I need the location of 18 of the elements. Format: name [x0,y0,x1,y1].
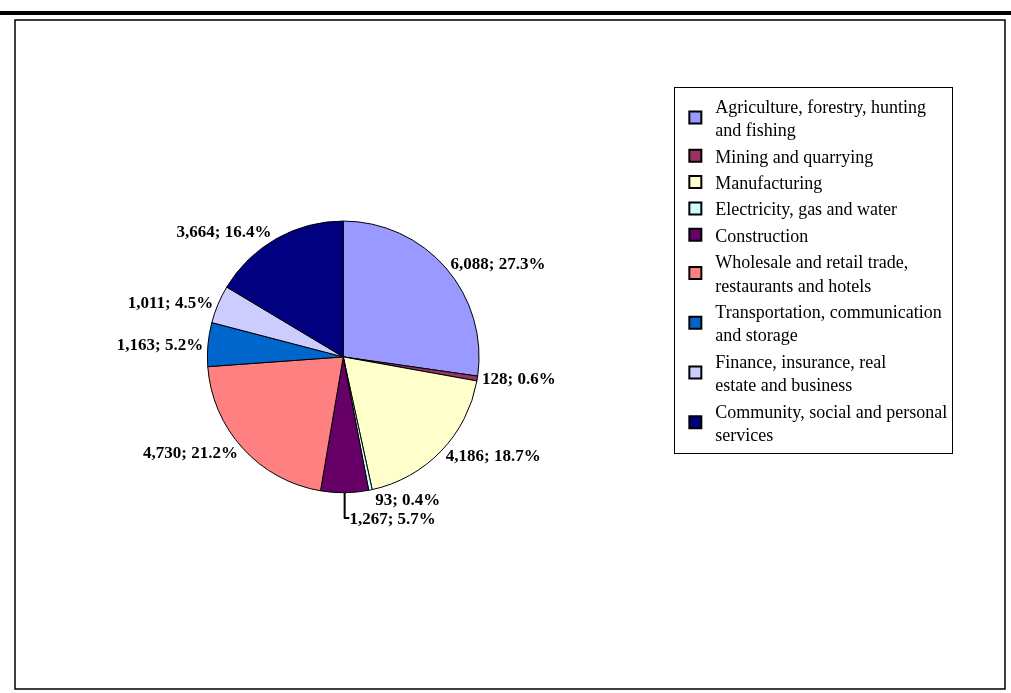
legend-label: Transportation, communication and storage [715,302,942,346]
data-label: 1,267; 5.7% [349,508,436,528]
data-label: 93; 0.4% [375,489,441,509]
legend-label: Construction [715,225,809,246]
legend-label: Manufacturing [715,173,823,194]
data-label: 128; 0.6% [482,369,556,389]
legend-label: Mining and quarrying [715,146,874,167]
data-label: 1,011; 4.5% [127,293,214,313]
data-label: 1,163; 5.2% [116,334,204,354]
data-label: 6,088; 27.3% [450,254,546,274]
legend-label: Community, social and personal services [715,401,948,446]
data-label: 4,730; 21.2% [143,443,238,463]
legend-label: Finance, insurance, real estate and business [715,351,887,396]
legend-label: Agriculture, forestry, hunting and fishing [715,96,927,141]
data-label: 3,664; 16.4% [176,222,272,242]
legend-label: Wholesale and retail trade, restaurants and hotels [715,252,909,296]
data-label: 4,186; 18.7% [445,446,541,466]
legend-label: Electricity, gas and water [715,199,898,220]
